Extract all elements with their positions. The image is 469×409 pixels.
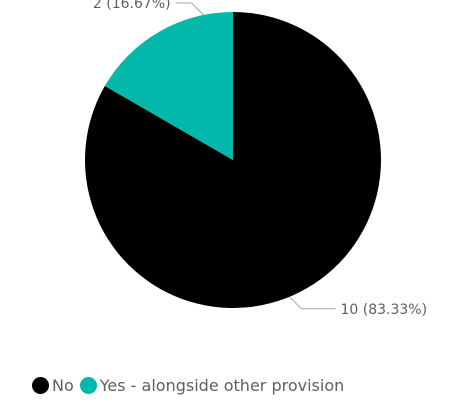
legend-swatch-yes [79, 376, 97, 394]
leader-line-yes [175, 2, 204, 16]
pie-slice-no[interactable] [85, 12, 382, 308]
data-label-yes: 2 (16.67%) [93, 0, 171, 12]
legend-label-yes: Yes - alongside other provision [99, 375, 345, 395]
data-labels: 10 (83.33%) 2 (16.67%) [93, 0, 427, 318]
legend-item-no[interactable]: No [32, 376, 74, 395]
leader-line-no [289, 296, 336, 310]
data-label-no: 10 (83.33%) [341, 302, 428, 318]
legend-label-no: No [52, 375, 74, 395]
leader-lines [175, 2, 336, 310]
legend-item-yes[interactable]: Yes - alongside other provision [79, 375, 345, 395]
pie-chart: 10 (83.33%) 2 (16.67%) [85, 0, 427, 318]
legend-swatch-no [32, 376, 49, 394]
legend: No Yes - alongside other provision [32, 372, 350, 398]
pie-slices [85, 12, 382, 308]
pie-slice-yes[interactable] [104, 12, 233, 160]
